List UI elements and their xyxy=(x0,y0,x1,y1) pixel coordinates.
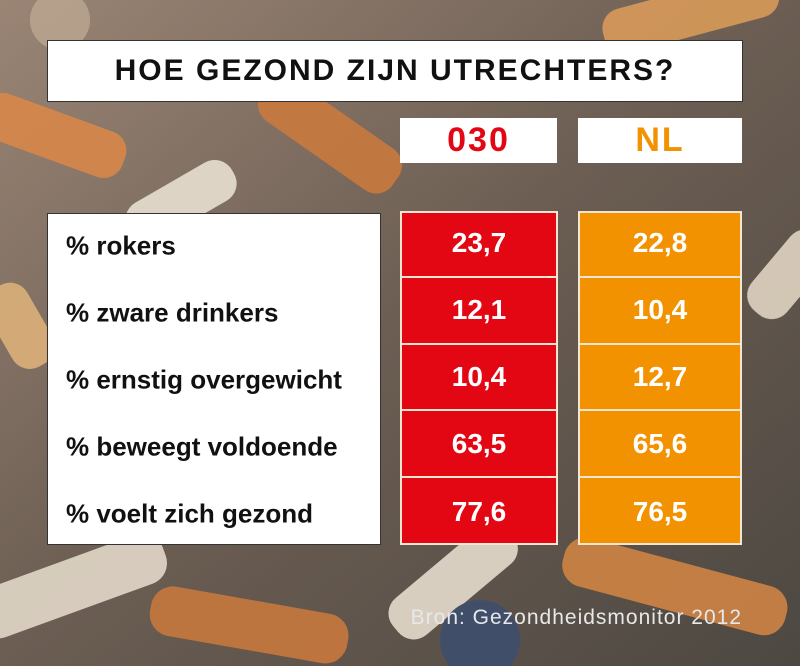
value-cell: 63,5 xyxy=(402,411,556,479)
value-cell: 77,6 xyxy=(451,495,507,527)
value-cell: 65,6 xyxy=(580,411,740,479)
row-label: % beweegt voldoende xyxy=(66,431,338,462)
column-header: NL xyxy=(578,118,742,163)
title: HOE GEZOND ZIJN UTRECHTERS? xyxy=(47,40,743,102)
row-labels: % rokers % zware drinkers % ernstig overge… xyxy=(47,213,381,545)
column-030: 23,7 12,1 10,4 63,5 77,6 xyxy=(400,211,558,545)
value-cell: 22,8 xyxy=(580,211,740,278)
value-cell: 76,5 xyxy=(632,495,688,527)
row-label: % voelt zich gezond xyxy=(66,498,314,529)
row-label: % rokers xyxy=(66,230,176,261)
value-cell: 12,7 xyxy=(580,345,740,412)
row-label: % zware drinkers xyxy=(66,297,279,328)
column-nl: 22,8 10,4 12,7 65,6 76,5 xyxy=(578,211,742,545)
value-cell: 10,4 xyxy=(402,345,556,412)
value-cell: 12,1 xyxy=(402,278,556,345)
source: Bron: Gezondheidsmonitor 2012 xyxy=(410,606,742,629)
column-header: 030 xyxy=(400,118,557,163)
value-cell: 10,4 xyxy=(580,278,740,345)
value-cell: 23,7 xyxy=(402,211,556,278)
row-label: % ernstig overgewicht xyxy=(66,364,342,395)
